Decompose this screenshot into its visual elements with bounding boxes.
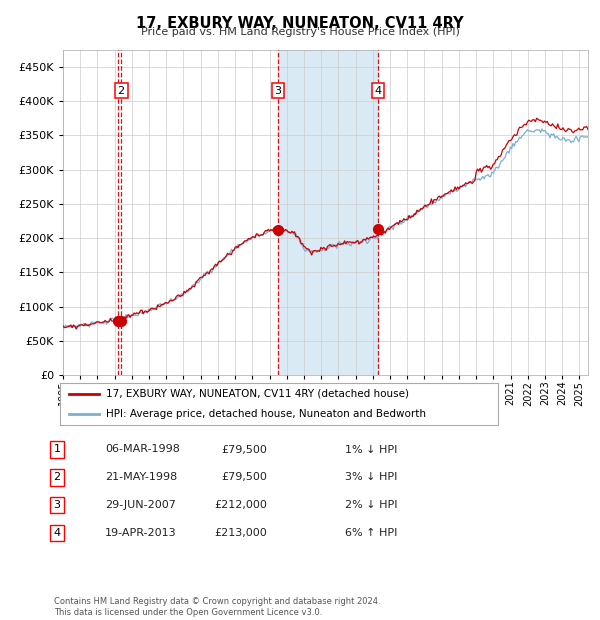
Text: 1: 1	[53, 445, 61, 454]
Text: 2% ↓ HPI: 2% ↓ HPI	[345, 500, 398, 510]
Text: £79,500: £79,500	[221, 445, 267, 454]
Text: 19-APR-2013: 19-APR-2013	[105, 528, 176, 538]
Text: Contains HM Land Registry data © Crown copyright and database right 2024.
This d: Contains HM Land Registry data © Crown c…	[54, 598, 380, 617]
Text: 3% ↓ HPI: 3% ↓ HPI	[345, 472, 397, 482]
Text: 06-MAR-1998: 06-MAR-1998	[105, 445, 180, 454]
Text: 2: 2	[118, 86, 125, 95]
Text: £212,000: £212,000	[214, 500, 267, 510]
Text: £213,000: £213,000	[214, 528, 267, 538]
Text: HPI: Average price, detached house, Nuneaton and Bedworth: HPI: Average price, detached house, Nune…	[106, 409, 426, 419]
Text: 29-JUN-2007: 29-JUN-2007	[105, 500, 176, 510]
Bar	[278, 50, 378, 375]
Text: 3: 3	[53, 500, 61, 510]
Text: 17, EXBURY WAY, NUNEATON, CV11 4RY: 17, EXBURY WAY, NUNEATON, CV11 4RY	[136, 16, 464, 30]
Text: 2: 2	[53, 472, 61, 482]
Text: 1% ↓ HPI: 1% ↓ HPI	[345, 445, 397, 454]
Text: 3: 3	[274, 86, 281, 95]
Text: 4: 4	[53, 528, 61, 538]
Text: Price paid vs. HM Land Registry's House Price Index (HPI): Price paid vs. HM Land Registry's House …	[140, 27, 460, 37]
Text: 4: 4	[374, 86, 382, 95]
Text: 6% ↑ HPI: 6% ↑ HPI	[345, 528, 397, 538]
Text: £79,500: £79,500	[221, 472, 267, 482]
Text: 21-MAY-1998: 21-MAY-1998	[105, 472, 177, 482]
Text: 17, EXBURY WAY, NUNEATON, CV11 4RY (detached house): 17, EXBURY WAY, NUNEATON, CV11 4RY (deta…	[106, 389, 409, 399]
